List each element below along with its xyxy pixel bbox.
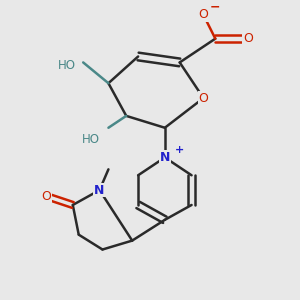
Text: O: O	[199, 8, 208, 21]
Text: N: N	[160, 151, 170, 164]
Text: O: O	[199, 92, 208, 105]
Text: O: O	[243, 32, 253, 45]
Text: HO: HO	[58, 59, 76, 72]
Text: HO: HO	[82, 133, 100, 146]
Text: O: O	[41, 190, 51, 202]
Text: +: +	[175, 145, 184, 155]
Text: N: N	[94, 184, 105, 196]
Text: −: −	[210, 1, 220, 14]
